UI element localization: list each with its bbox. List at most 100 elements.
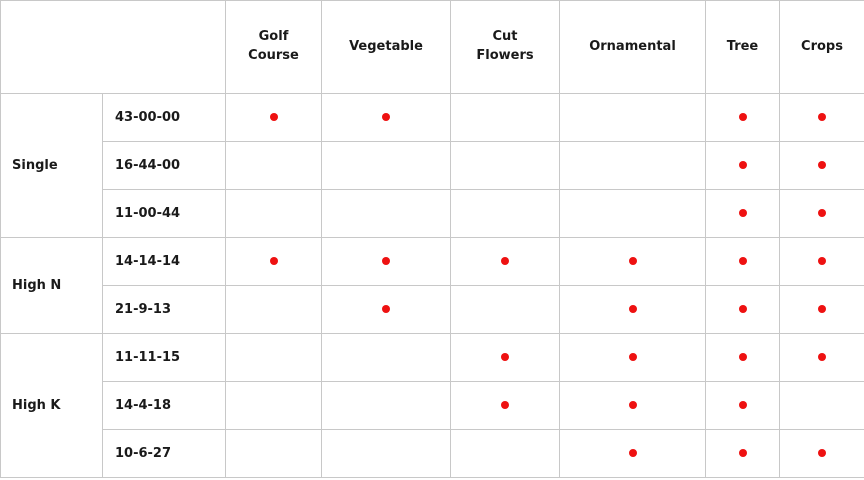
use-cell-14-4-18-vegetable [321,381,451,430]
column-header-crops: Crops [779,0,864,94]
column-header-label: Tree [726,38,759,54]
table-row-14-4-18: 14-4-18 [1,381,864,430]
use-cell-43-00-00-crops [779,93,864,142]
use-cell-10-6-27-tree [705,429,780,478]
application-dot-icon [818,113,826,121]
formula-cell-14-14-14: 14-14-14 [102,237,226,286]
use-cell-11-00-44-ornamental [559,189,706,238]
table-row-14-14-14: High N 14-14-14 [0,237,864,334]
use-cell-11-11-15-crops [779,333,864,382]
use-cell-10-6-27-cut-flowers [450,429,560,478]
column-header-label: Vegetable [349,38,423,54]
formula-cell-21-9-13: 21-9-13 [102,285,226,334]
use-cell-21-9-13-vegetable [321,285,451,334]
application-dot-icon [269,113,278,121]
use-cell-21-9-13-crops [779,285,864,334]
use-cell-14-14-14-vegetable [321,237,451,286]
group-cell-high-n: High N [0,237,103,334]
application-dot-icon [382,305,390,313]
table-row-43-00-00: Single 43-00-00 [0,93,864,238]
application-dot-icon [818,161,826,169]
use-cell-16-44-00-golf-course [225,141,322,190]
use-cell-14-4-18-ornamental [559,381,706,430]
application-dot-icon [818,449,826,457]
use-cell-11-00-44-tree [705,189,780,238]
use-cell-14-14-14-crops [779,237,864,286]
application-dot-icon [501,257,509,265]
use-cell-43-00-00-tree [705,93,780,142]
use-cell-43-00-00-golf-course [225,93,322,142]
use-cell-14-4-18-crops [779,381,864,430]
application-dot-icon [501,353,509,361]
formula-cell-11-11-15: 11-11-15 [102,333,226,382]
application-dot-icon [738,449,747,457]
application-dot-icon [818,257,826,265]
use-cell-21-9-13-golf-course [225,285,322,334]
table-row-11-00-44: 11-00-44 [1,189,864,238]
use-cell-14-4-18-golf-course [225,381,322,430]
application-dot-icon [738,353,747,361]
use-cell-10-6-27-vegetable [321,429,451,478]
use-cell-43-00-00-ornamental [559,93,706,142]
column-header-vegetable: Vegetable [321,0,451,94]
column-header-label: Golf Course [248,29,299,63]
application-dot-icon [818,353,826,361]
use-cell-10-6-27-crops [779,429,864,478]
use-cell-16-44-00-crops [779,141,864,190]
use-cell-16-44-00-vegetable [321,141,451,190]
use-cell-14-14-14-golf-course [225,237,322,286]
application-dot-icon [382,113,390,121]
use-cell-16-44-00-tree [705,141,780,190]
use-cell-21-9-13-cut-flowers [450,285,560,334]
use-cell-14-4-18-tree [705,381,780,430]
column-header-label: Cut Flowers [476,29,534,63]
application-dot-icon [628,401,637,409]
formula-cell-11-00-44: 11-00-44 [102,189,226,238]
use-cell-21-9-13-tree [705,285,780,334]
application-dot-icon [738,209,747,217]
table-body: Single 43-00-00 16-44-00 11-00-44 High N 14-1… [0,93,864,478]
table-header: Golf Course Vegetable Cut Flowers Ornamenta… [0,0,864,94]
use-cell-11-11-15-vegetable [321,333,451,382]
table-row-16-44-00: 16-44-00 [1,141,864,190]
use-cell-21-9-13-ornamental [559,285,706,334]
table-row-11-11-15: High K 11-11-15 [0,333,864,478]
application-dot-icon [738,161,747,169]
use-cell-11-11-15-ornamental [559,333,706,382]
use-cell-14-14-14-tree [705,237,780,286]
group-cell-single: Single [0,93,103,238]
table-row-21-9-13: 21-9-13 [1,285,864,334]
use-cell-43-00-00-vegetable [321,93,451,142]
application-dot-icon [818,305,826,313]
use-cell-14-4-18-cut-flowers [450,381,560,430]
column-header-ornamental: Ornamental [559,0,706,94]
use-cell-11-11-15-cut-flowers [450,333,560,382]
application-dot-icon [501,401,509,409]
formula-cell-10-6-27: 10-6-27 [102,429,226,478]
table-row-10-6-27: 10-6-27 [1,429,864,478]
application-dot-icon [738,401,747,409]
application-dot-icon [738,305,747,313]
application-dot-icon [382,257,390,265]
use-cell-11-11-15-golf-course [225,333,322,382]
corner-cell [0,0,226,94]
column-header-label: Crops [801,38,843,54]
use-cell-11-00-44-golf-course [225,189,322,238]
use-cell-11-00-44-crops [779,189,864,238]
application-dot-icon [269,257,278,265]
column-header-golf-course: Golf Course [225,0,322,94]
use-cell-11-00-44-cut-flowers [450,189,560,238]
formula-cell-43-00-00: 43-00-00 [102,93,226,142]
application-dot-icon [738,113,747,121]
use-cell-43-00-00-cut-flowers [450,93,560,142]
use-cell-10-6-27-ornamental [559,429,706,478]
use-cell-14-14-14-cut-flowers [450,237,560,286]
use-cell-11-00-44-vegetable [321,189,451,238]
use-cell-16-44-00-ornamental [559,141,706,190]
column-header-tree: Tree [705,0,780,94]
application-dot-icon [628,449,637,457]
application-dot-icon [628,305,637,313]
use-cell-16-44-00-cut-flowers [450,141,560,190]
header-row: Golf Course Vegetable Cut Flowers Ornamenta… [0,0,864,94]
